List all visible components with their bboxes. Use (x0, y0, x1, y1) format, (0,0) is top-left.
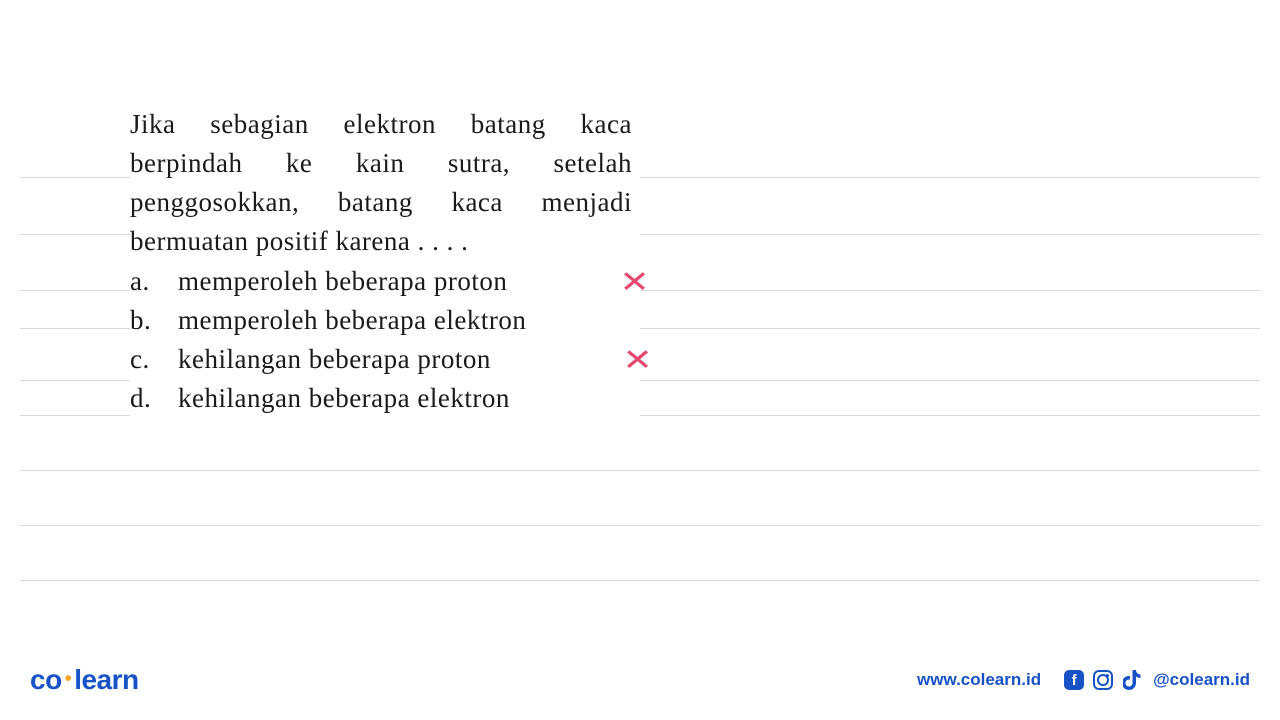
logo-dot: • (65, 668, 72, 691)
option-b: b. memperoleh beberapa elektron (130, 301, 632, 340)
facebook-icon: f (1063, 669, 1085, 691)
ruled-line (20, 525, 1260, 526)
ruled-line (20, 580, 1260, 581)
logo-text-learn: learn (74, 664, 138, 696)
social-icons: f @colearn.id (1063, 669, 1250, 691)
question-content: Jika sebagian elektron batang kaca berpi… (130, 105, 640, 428)
option-text: kehilangan beberapa elektron (178, 379, 632, 418)
options-list: a. memperoleh beberapa proton b. mempero… (130, 262, 632, 419)
option-text: kehilangan beberapa proton (178, 340, 632, 379)
social-handle: @colearn.id (1153, 670, 1250, 690)
option-text: memperoleh beberapa elektron (178, 301, 632, 340)
footer-right: www.colearn.id f @colearn.id (917, 669, 1250, 691)
option-a: a. memperoleh beberapa proton (130, 262, 632, 301)
option-c: c. kehilangan beberapa proton (130, 340, 632, 379)
question-text: Jika sebagian elektron batang kaca berpi… (130, 105, 632, 262)
option-label: d. (130, 379, 178, 418)
logo-text-co: co (30, 664, 62, 696)
option-label: c. (130, 340, 178, 379)
footer: co • learn www.colearn.id f @colearn.id (0, 640, 1280, 720)
footer-url: www.colearn.id (917, 670, 1041, 690)
option-text: memperoleh beberapa proton (178, 262, 632, 301)
colearn-logo: co • learn (30, 664, 139, 696)
option-d: d. kehilangan beberapa elektron (130, 379, 632, 418)
option-label: a. (130, 262, 178, 301)
option-label: b. (130, 301, 178, 340)
tiktok-icon (1121, 669, 1143, 691)
ruled-line (20, 470, 1260, 471)
instagram-icon (1092, 669, 1114, 691)
